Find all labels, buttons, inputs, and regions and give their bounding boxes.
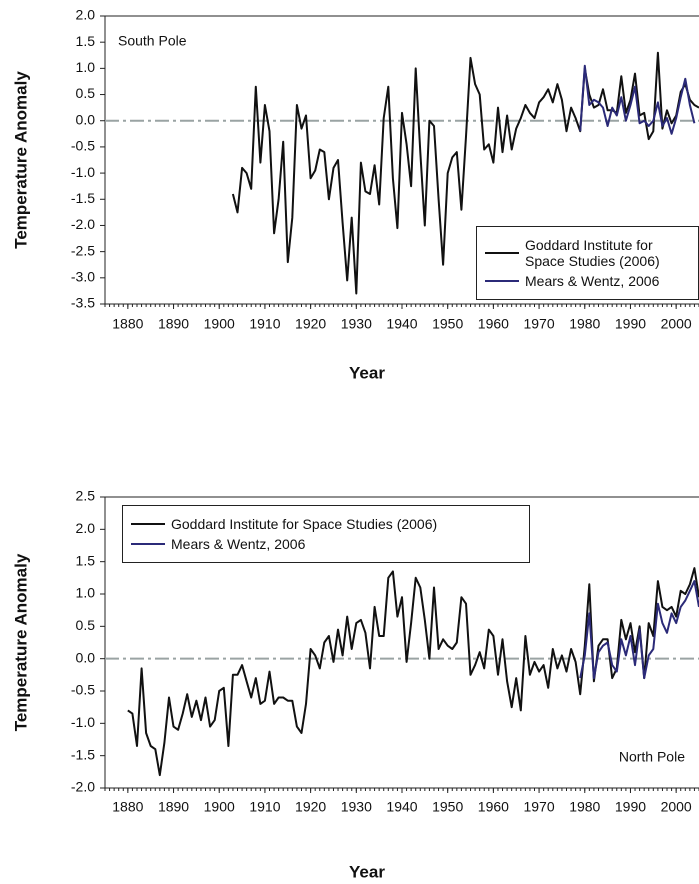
y-tick-label: 2.0	[76, 7, 96, 23]
legend-swatch	[131, 523, 165, 525]
y-tick-label: -2.0	[71, 779, 95, 795]
legend-entry: Mears & Wentz, 2006	[485, 273, 690, 289]
x-tick-label: 1950	[432, 316, 463, 332]
x-tick-label: 1970	[523, 316, 554, 332]
legend: Goddard Institute for Space Studies (200…	[476, 226, 699, 300]
x-tick-label: 1910	[249, 316, 280, 332]
y-tick-label: 1.0	[76, 59, 96, 75]
y-tick-label: -3.5	[71, 295, 95, 311]
y-tick-label: -1.0	[71, 714, 95, 730]
series-line	[579, 64, 696, 135]
legend-label: Mears & Wentz, 2006	[525, 273, 660, 289]
x-tick-label: 1970	[523, 799, 554, 815]
x-axis-label: Year	[349, 363, 385, 382]
x-tick-label: 1940	[386, 799, 417, 815]
x-tick-label: 2000	[661, 799, 692, 815]
y-tick-label: -2.0	[71, 216, 95, 232]
x-axis-label: Year	[349, 862, 385, 881]
x-tick-label: 1910	[249, 799, 280, 815]
x-tick-label: 1980	[569, 316, 600, 332]
legend-swatch	[131, 543, 165, 545]
y-tick-label: 0.5	[76, 617, 96, 633]
y-tick-label: 1.5	[76, 552, 96, 568]
x-tick-label: 1880	[112, 799, 143, 815]
legend-label: Mears & Wentz, 2006	[171, 536, 306, 552]
x-tick-label: 1900	[204, 316, 235, 332]
x-tick-label: 1940	[386, 316, 417, 332]
plot-frame	[104, 15, 699, 305]
y-axis-label: Temperature Anomaly	[11, 71, 30, 249]
x-tick-label: 1990	[615, 799, 646, 815]
y-tick-label: -2.5	[71, 242, 95, 258]
y-tick-label: -1.5	[71, 746, 95, 762]
x-tick-label: 1880	[112, 316, 143, 332]
legend-entry: Mears & Wentz, 2006	[131, 536, 521, 552]
series-line	[127, 567, 699, 777]
legend: Goddard Institute for Space Studies (200…	[122, 505, 530, 563]
x-tick-label: 1890	[158, 316, 189, 332]
x-tick-label: 1980	[569, 799, 600, 815]
legend-label: Goddard Institute for Space Studies (200…	[171, 516, 438, 532]
series-line	[579, 580, 699, 680]
x-tick-label: 2000	[661, 316, 692, 332]
y-tick-label: 1.0	[76, 585, 96, 601]
y-tick-label: -1.5	[71, 190, 95, 206]
legend-entry: Goddard Institute for Space Studies (200…	[131, 516, 521, 532]
x-tick-label: 1900	[204, 799, 235, 815]
plot-frame	[104, 496, 699, 789]
y-tick-label: 0.0	[76, 111, 96, 127]
y-tick-label: -0.5	[71, 138, 95, 154]
y-tick-label: 2.5	[76, 488, 96, 504]
y-tick-label: 2.0	[76, 520, 96, 536]
legend-label: Goddard Institute for Space Studies (200…	[525, 237, 660, 269]
x-tick-label: 1960	[478, 799, 509, 815]
x-tick-label: 1950	[432, 799, 463, 815]
legend-swatch	[485, 280, 519, 282]
x-tick-label: 1990	[615, 316, 646, 332]
y-axis-label: Temperature Anomaly	[11, 553, 30, 731]
annotation: North Pole	[619, 749, 685, 765]
x-tick-label: 1890	[158, 799, 189, 815]
series-line	[231, 51, 699, 295]
legend-entry: Goddard Institute for Space Studies (200…	[485, 237, 690, 269]
y-tick-label: -0.5	[71, 682, 95, 698]
y-tick-label: -3.0	[71, 269, 95, 285]
y-tick-label: 0.0	[76, 649, 96, 665]
x-tick-label: 1920	[295, 799, 326, 815]
annotation: South Pole	[118, 33, 187, 49]
x-tick-label: 1920	[295, 316, 326, 332]
x-tick-label: 1930	[341, 799, 372, 815]
y-tick-label: -1.0	[71, 164, 95, 180]
y-tick-label: 0.5	[76, 85, 96, 101]
x-tick-label: 1930	[341, 316, 372, 332]
legend-swatch	[485, 252, 519, 254]
y-tick-label: 1.5	[76, 33, 96, 49]
x-tick-label: 1960	[478, 316, 509, 332]
